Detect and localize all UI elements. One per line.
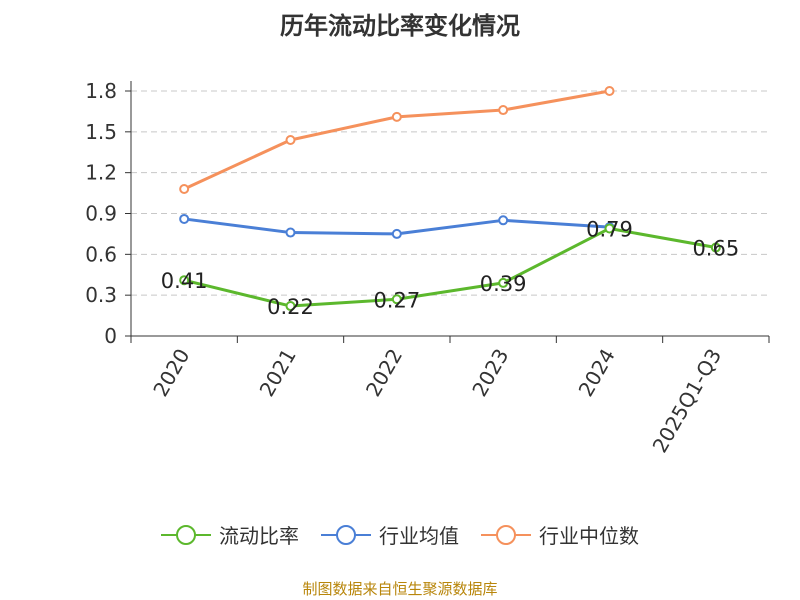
legend-label-industry-median: 行业中位数 — [539, 524, 639, 548]
legend: 流动比率 行业均值 行业中位数 — [0, 520, 800, 549]
legend-item-current-ratio[interactable]: 流动比率 — [161, 520, 299, 549]
data-label: 0.65 — [692, 237, 739, 261]
data-point — [498, 105, 509, 116]
data-labels: 0.41 0.22 0.27 0.39 0.79 0.65 — [161, 217, 739, 319]
y-tick-label: 0.9 — [85, 202, 117, 226]
data-label: 0.22 — [267, 295, 314, 319]
x-tick-label: 2023 — [467, 344, 513, 400]
y-tick-label: 1.5 — [85, 120, 117, 144]
data-point — [179, 275, 190, 286]
data-point — [604, 223, 615, 234]
data-label: 0.39 — [480, 272, 527, 296]
data-source-note: 制图数据来自恒生聚源数据库 — [302, 580, 498, 598]
y-tick-label: 0.6 — [85, 242, 117, 266]
y-tick-label: 1.8 — [85, 79, 117, 103]
legend-label-industry-mean: 行业均值 — [379, 524, 459, 548]
data-point — [285, 227, 296, 238]
data-label: 0.41 — [161, 269, 208, 293]
chart-title: 历年流动比率变化情况 — [280, 12, 520, 40]
data-label: 0.79 — [586, 217, 633, 241]
data-point — [391, 111, 402, 122]
x-tick-label: 2020 — [148, 345, 194, 401]
data-point — [391, 294, 402, 305]
y-tick-label: 0.3 — [85, 283, 117, 307]
grid-lines — [131, 90, 769, 296]
axes: 0 0.3 0.6 0.9 1.2 1.5 1.8 2020 2021 2022 2023 2024 2… — [85, 79, 770, 457]
data-point — [179, 213, 190, 224]
series-line — [183, 226, 717, 308]
x-tick-label: 2021 — [255, 345, 301, 401]
data-point — [498, 277, 509, 288]
x-tick-label: 2024 — [574, 345, 620, 401]
data-point — [391, 228, 402, 239]
series-line — [183, 89, 610, 191]
legend-label-current-ratio: 流动比率 — [219, 524, 299, 548]
x-tick-label: 2022 — [361, 345, 407, 401]
data-point — [710, 242, 721, 253]
data-point — [179, 184, 190, 194]
y-tick-label: 0 — [104, 324, 117, 348]
legend-item-industry-median[interactable]: 行业中位数 — [481, 520, 639, 549]
x-tick-label: 2025Q1-Q3 — [647, 345, 726, 457]
data-point — [604, 86, 615, 96]
series-lines — [179, 86, 721, 312]
data-label: 0.27 — [373, 288, 420, 312]
legend-swatch-industry-mean — [321, 524, 371, 545]
y-tick-label: 1.2 — [85, 161, 117, 185]
data-point — [498, 215, 509, 226]
legend-swatch-current-ratio — [161, 524, 211, 545]
data-point — [285, 301, 296, 312]
legend-item-industry-mean[interactable]: 行业均值 — [321, 520, 459, 549]
legend-swatch-industry-median — [481, 524, 531, 545]
data-point — [285, 135, 296, 145]
